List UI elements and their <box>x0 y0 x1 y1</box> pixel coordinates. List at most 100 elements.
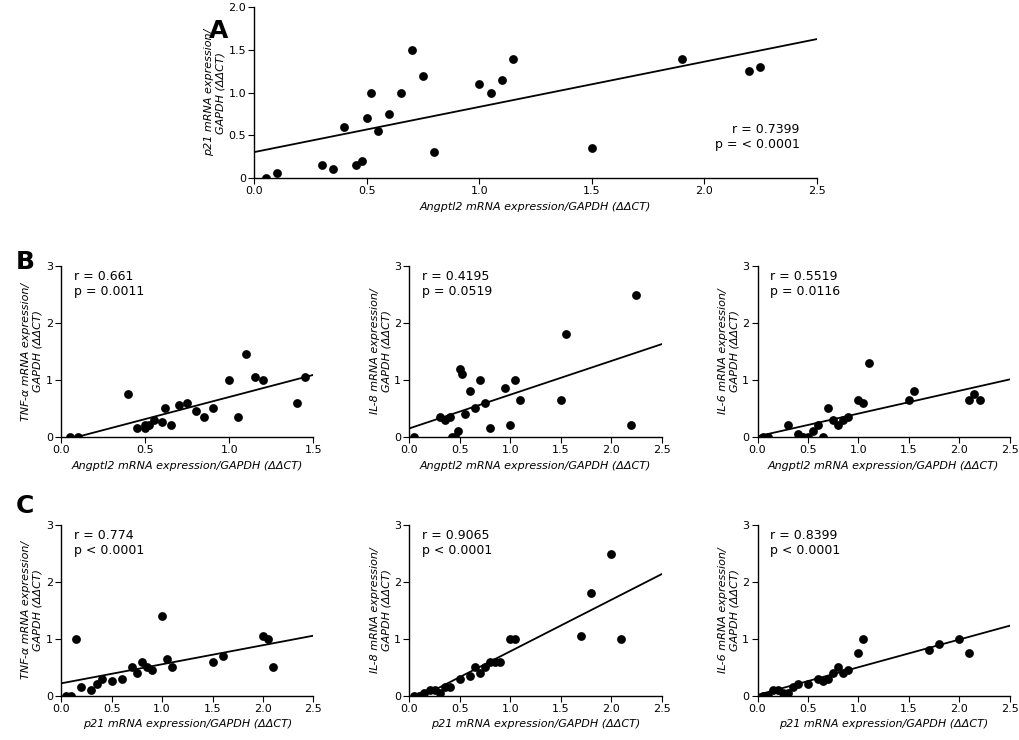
Y-axis label: p21 mRNA expression/
GAPDH (ΔΔCT): p21 mRNA expression/ GAPDH (ΔΔCT) <box>204 29 225 156</box>
Point <box>850 647 866 659</box>
Point <box>336 121 353 132</box>
Point <box>426 147 442 158</box>
Point <box>501 420 518 431</box>
Point <box>829 420 846 431</box>
Point <box>94 673 110 684</box>
Y-axis label: TNF-α mRNA expression/
GAPDH (ΔΔCT): TNF-α mRNA expression/ GAPDH (ΔΔCT) <box>21 542 43 679</box>
Point <box>120 388 137 400</box>
Point <box>779 420 795 431</box>
X-axis label: Angptl2 mRNA expression/GAPDH (ΔΔCT): Angptl2 mRNA expression/GAPDH (ΔΔCT) <box>767 460 999 471</box>
Point <box>573 630 589 642</box>
Point <box>214 650 230 662</box>
Point <box>325 164 341 175</box>
Point <box>628 289 644 300</box>
Point <box>623 420 639 431</box>
Point <box>799 431 815 443</box>
Point <box>960 394 976 406</box>
Point <box>462 670 478 682</box>
Point <box>951 633 967 645</box>
Point <box>415 70 431 81</box>
X-axis label: p21 mRNA expression/GAPDH (ΔΔCT): p21 mRNA expression/GAPDH (ΔΔCT) <box>779 719 987 730</box>
Point <box>141 420 157 431</box>
Point <box>411 690 427 702</box>
Point <box>137 423 153 434</box>
Point <box>467 662 483 673</box>
Point <box>265 662 281 673</box>
Point <box>255 630 271 642</box>
Point <box>754 690 770 702</box>
Point <box>467 403 483 414</box>
Point <box>840 411 856 423</box>
Point <box>764 684 781 696</box>
X-axis label: Angptl2 mRNA expression/GAPDH (ΔΔCT): Angptl2 mRNA expression/GAPDH (ΔΔCT) <box>71 460 303 471</box>
Point <box>449 425 466 437</box>
Point <box>162 420 178 431</box>
Point <box>759 690 775 702</box>
Point <box>133 656 150 667</box>
Point <box>84 684 100 696</box>
Point <box>164 662 180 673</box>
Point <box>471 78 487 90</box>
Point <box>154 610 170 622</box>
Point <box>255 374 271 386</box>
Point <box>835 414 851 425</box>
Point <box>63 690 79 702</box>
Point <box>794 431 810 443</box>
Point <box>381 108 397 120</box>
Point <box>855 633 871 645</box>
Point <box>583 142 599 154</box>
Point <box>970 394 986 406</box>
Point <box>61 431 77 443</box>
Point <box>421 684 437 696</box>
Point <box>824 667 841 679</box>
Point <box>436 414 452 425</box>
Point <box>268 167 284 179</box>
Point <box>354 155 370 166</box>
Y-axis label: IL-8 mRNA expression/
GAPDH (ΔΔCT): IL-8 mRNA expression/ GAPDH (ΔΔCT) <box>369 289 390 414</box>
Point <box>443 431 460 443</box>
Y-axis label: IL-6 mRNA expression/
GAPDH (ΔΔCT): IL-6 mRNA expression/ GAPDH (ΔΔCT) <box>717 548 739 673</box>
Point <box>68 633 85 645</box>
Text: r = 0.8399
p < 0.0001: r = 0.8399 p < 0.0001 <box>769 528 840 556</box>
Point <box>512 394 528 406</box>
Point <box>89 679 105 690</box>
Y-axis label: TNF-α mRNA expression/
GAPDH (ΔΔCT): TNF-α mRNA expression/ GAPDH (ΔΔCT) <box>21 283 43 420</box>
Point <box>196 411 212 423</box>
Point <box>453 369 470 380</box>
Point <box>426 684 442 696</box>
Point <box>359 112 375 124</box>
Point <box>819 673 836 684</box>
Point <box>829 662 846 673</box>
Point <box>582 588 598 599</box>
Point <box>496 383 513 394</box>
Point <box>920 645 936 656</box>
Point <box>482 87 498 98</box>
Point <box>824 414 841 425</box>
Point <box>451 363 468 374</box>
Point <box>809 420 825 431</box>
Point <box>113 673 129 684</box>
Text: r = 0.5519
p = 0.0116: r = 0.5519 p = 0.0116 <box>769 270 840 297</box>
Point <box>103 676 119 687</box>
Point <box>784 681 800 693</box>
Point <box>347 159 364 171</box>
Point <box>404 44 420 56</box>
Point <box>229 411 246 423</box>
Point <box>773 687 790 699</box>
Point <box>436 681 452 693</box>
Point <box>406 431 422 443</box>
Point <box>441 411 458 423</box>
Point <box>73 681 90 693</box>
Point <box>504 53 521 64</box>
Point <box>451 673 468 684</box>
Point <box>441 681 458 693</box>
Point <box>809 673 825 684</box>
Point <box>493 74 510 86</box>
Point <box>477 397 493 408</box>
Point <box>814 676 830 687</box>
Point <box>501 633 518 645</box>
Point <box>814 431 830 443</box>
Text: A: A <box>209 18 228 42</box>
Point <box>840 664 856 676</box>
Point <box>673 53 689 64</box>
